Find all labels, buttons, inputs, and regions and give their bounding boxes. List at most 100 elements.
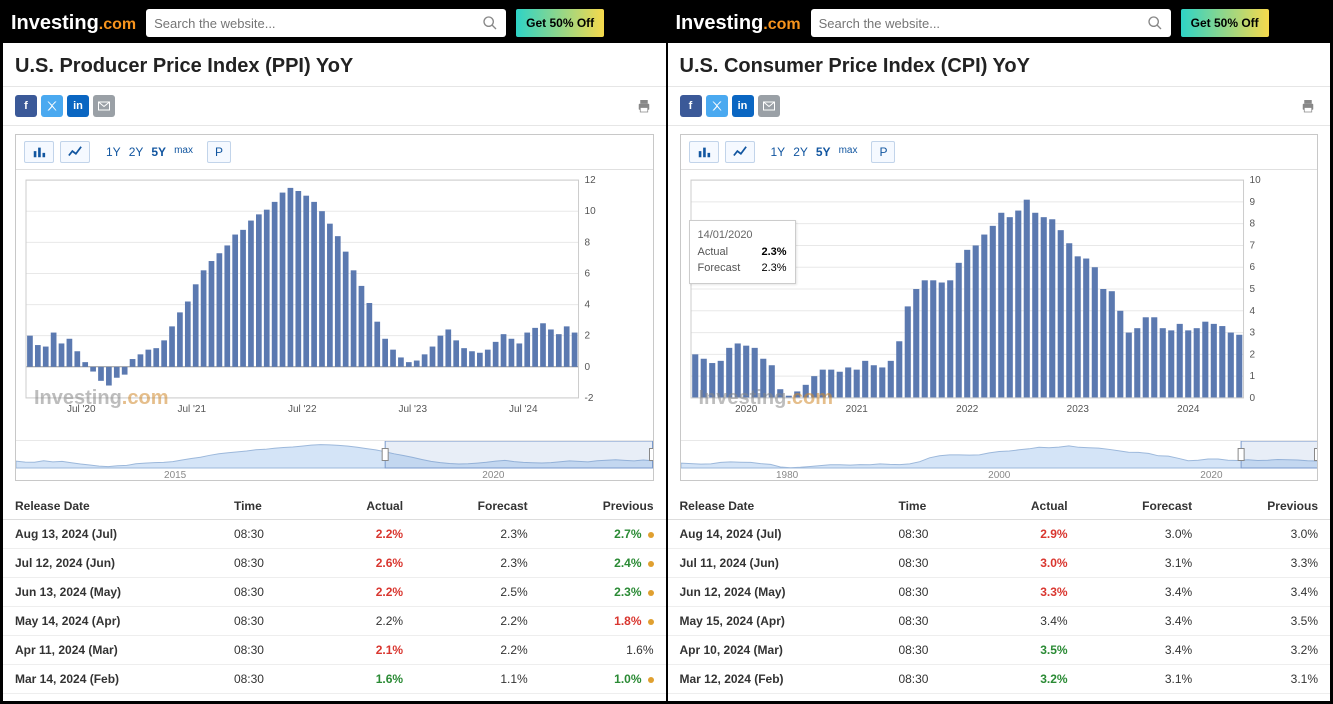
- search-icon: [482, 15, 498, 31]
- logo[interactable]: Investing.com: [676, 12, 801, 35]
- cell-date: Jul 12, 2024 (Jun): [3, 549, 222, 578]
- search-input[interactable]: [154, 16, 482, 31]
- promo-button[interactable]: Get 50% Off: [516, 9, 604, 37]
- cell-actual: 3.0%: [977, 549, 1079, 578]
- svg-text:6: 6: [585, 268, 591, 279]
- table-body: Aug 14, 2024 (Jul)08:302.9%3.0%3.0%Jul 1…: [668, 520, 1331, 694]
- table-row[interactable]: Apr 10, 2024 (Mar)08:303.5%3.4%3.2%: [668, 636, 1331, 665]
- cell-date: Jun 13, 2024 (May): [3, 578, 222, 607]
- share-row: f in: [3, 87, 666, 126]
- data-table: Release Date Time Actual Forecast Previo…: [668, 491, 1331, 694]
- cell-forecast: 3.1%: [1080, 549, 1205, 578]
- svg-text:Jul '22: Jul '22: [288, 404, 317, 415]
- line-chart-button[interactable]: [60, 141, 90, 163]
- svg-text:9: 9: [1249, 197, 1255, 208]
- chart-area[interactable]: 01234567891020202021202220232024 14/01/2…: [681, 170, 1318, 440]
- table-row[interactable]: Apr 11, 2024 (Mar)08:302.1%2.2%1.6%: [3, 636, 666, 665]
- range-1Y[interactable]: 1Y: [106, 145, 121, 159]
- svg-text:4: 4: [1249, 306, 1255, 317]
- chart-navigator[interactable]: 2015 2020: [16, 440, 653, 480]
- twitter-share-button[interactable]: [41, 95, 63, 117]
- range-1Y[interactable]: 1Y: [771, 145, 786, 159]
- search-box[interactable]: [811, 9, 1171, 37]
- promo-button[interactable]: Get 50% Off: [1181, 9, 1269, 37]
- cell-previous: 3.2%: [1204, 636, 1330, 665]
- print-icon[interactable]: [634, 97, 654, 115]
- topbar: Investing.com Get 50% Off: [668, 3, 1331, 43]
- cell-date: Aug 14, 2024 (Jul): [668, 520, 887, 549]
- tooltip-forecast-value: 2.3%: [762, 260, 787, 277]
- email-share-button[interactable]: [93, 95, 115, 117]
- navigator-svg: 198020002020: [681, 441, 1318, 480]
- svg-text:12: 12: [585, 176, 597, 186]
- cell-date: Apr 11, 2024 (Mar): [3, 636, 222, 665]
- linkedin-share-button[interactable]: in: [732, 95, 754, 117]
- table-row[interactable]: May 14, 2024 (Apr)08:302.2%2.2%1.8%: [3, 607, 666, 636]
- svg-text:Jul '21: Jul '21: [177, 404, 206, 415]
- email-share-button[interactable]: [758, 95, 780, 117]
- cell-actual: 3.2%: [977, 665, 1079, 694]
- line-chart-icon: [733, 145, 747, 159]
- chart-navigator[interactable]: 198020002020: [681, 440, 1318, 480]
- twitter-share-button[interactable]: [706, 95, 728, 117]
- cell-forecast: 2.2%: [415, 636, 540, 665]
- cell-previous: 1.6%: [540, 636, 666, 665]
- cell-time: 08:30: [222, 578, 313, 607]
- topbar: Investing.com Get 50% Off: [3, 3, 666, 43]
- chart-toolbar: 1Y 2Y 5Y max P: [681, 135, 1318, 170]
- table-row[interactable]: Jun 13, 2024 (May)08:302.2%2.5%2.3%: [3, 578, 666, 607]
- table-row[interactable]: Aug 14, 2024 (Jul)08:302.9%3.0%3.0%: [668, 520, 1331, 549]
- table-row[interactable]: Jul 11, 2024 (Jun)08:303.0%3.1%3.3%: [668, 549, 1331, 578]
- chart-area[interactable]: -2024681012Jul '20Jul '21Jul '22Jul '23J…: [16, 170, 653, 440]
- cell-actual: 2.2%: [313, 520, 415, 549]
- svg-text:2: 2: [1249, 349, 1255, 360]
- tooltip-actual-value: 2.3%: [762, 244, 787, 261]
- table-row[interactable]: May 15, 2024 (Apr)08:303.4%3.4%3.5%: [668, 607, 1331, 636]
- facebook-share-button[interactable]: f: [15, 95, 37, 117]
- x-icon: [711, 100, 723, 112]
- revision-dot-icon: [648, 590, 654, 596]
- bar-chart-button[interactable]: [24, 141, 54, 163]
- facebook-share-button[interactable]: f: [680, 95, 702, 117]
- svg-text:2021: 2021: [845, 404, 868, 415]
- cell-time: 08:30: [222, 636, 313, 665]
- range-5Y[interactable]: 5Y: [151, 145, 166, 159]
- range-2Y[interactable]: 2Y: [129, 145, 144, 159]
- print-icon[interactable]: [1298, 97, 1318, 115]
- cell-date: Aug 13, 2024 (Jul): [3, 520, 222, 549]
- svg-text:1980: 1980: [775, 470, 798, 480]
- logo[interactable]: Investing.com: [11, 12, 136, 35]
- col-forecast: Forecast: [1080, 491, 1205, 520]
- table-row[interactable]: Aug 13, 2024 (Jul)08:302.2%2.3%2.7%: [3, 520, 666, 549]
- range-2Y[interactable]: 2Y: [793, 145, 808, 159]
- email-icon: [98, 101, 110, 111]
- linkedin-share-button[interactable]: in: [67, 95, 89, 117]
- cell-time: 08:30: [222, 549, 313, 578]
- svg-text:8: 8: [585, 237, 591, 248]
- cell-forecast: 3.4%: [1080, 607, 1205, 636]
- p-button[interactable]: P: [207, 141, 231, 163]
- p-button[interactable]: P: [871, 141, 895, 163]
- range-max[interactable]: max: [839, 145, 858, 159]
- svg-text:10: 10: [585, 206, 597, 217]
- line-chart-button[interactable]: [725, 141, 755, 163]
- cpi-chart-svg: 01234567891020202021202220232024: [687, 176, 1278, 416]
- bar-chart-button[interactable]: [689, 141, 719, 163]
- cell-previous: 1.8%: [540, 607, 666, 636]
- col-previous: Previous: [1204, 491, 1330, 520]
- table-row[interactable]: Jun 12, 2024 (May)08:303.3%3.4%3.4%: [668, 578, 1331, 607]
- svg-text:2020: 2020: [482, 470, 505, 480]
- tooltip-forecast-label: Forecast: [698, 260, 748, 277]
- search-box[interactable]: [146, 9, 506, 37]
- table-row[interactable]: Jul 12, 2024 (Jun)08:302.6%2.3%2.4%: [3, 549, 666, 578]
- search-input[interactable]: [819, 16, 1147, 31]
- range-max[interactable]: max: [174, 145, 193, 159]
- svg-text:2015: 2015: [164, 470, 187, 480]
- range-5Y[interactable]: 5Y: [816, 145, 831, 159]
- cell-previous: 2.4%: [540, 549, 666, 578]
- cell-forecast: 2.3%: [415, 549, 540, 578]
- table-row[interactable]: Mar 12, 2024 (Feb)08:303.2%3.1%3.1%: [668, 665, 1331, 694]
- table-body: Aug 13, 2024 (Jul)08:302.2%2.3%2.7%Jul 1…: [3, 520, 666, 694]
- table-row[interactable]: Mar 14, 2024 (Feb)08:301.6%1.1%1.0%: [3, 665, 666, 694]
- cell-date: May 15, 2024 (Apr): [668, 607, 887, 636]
